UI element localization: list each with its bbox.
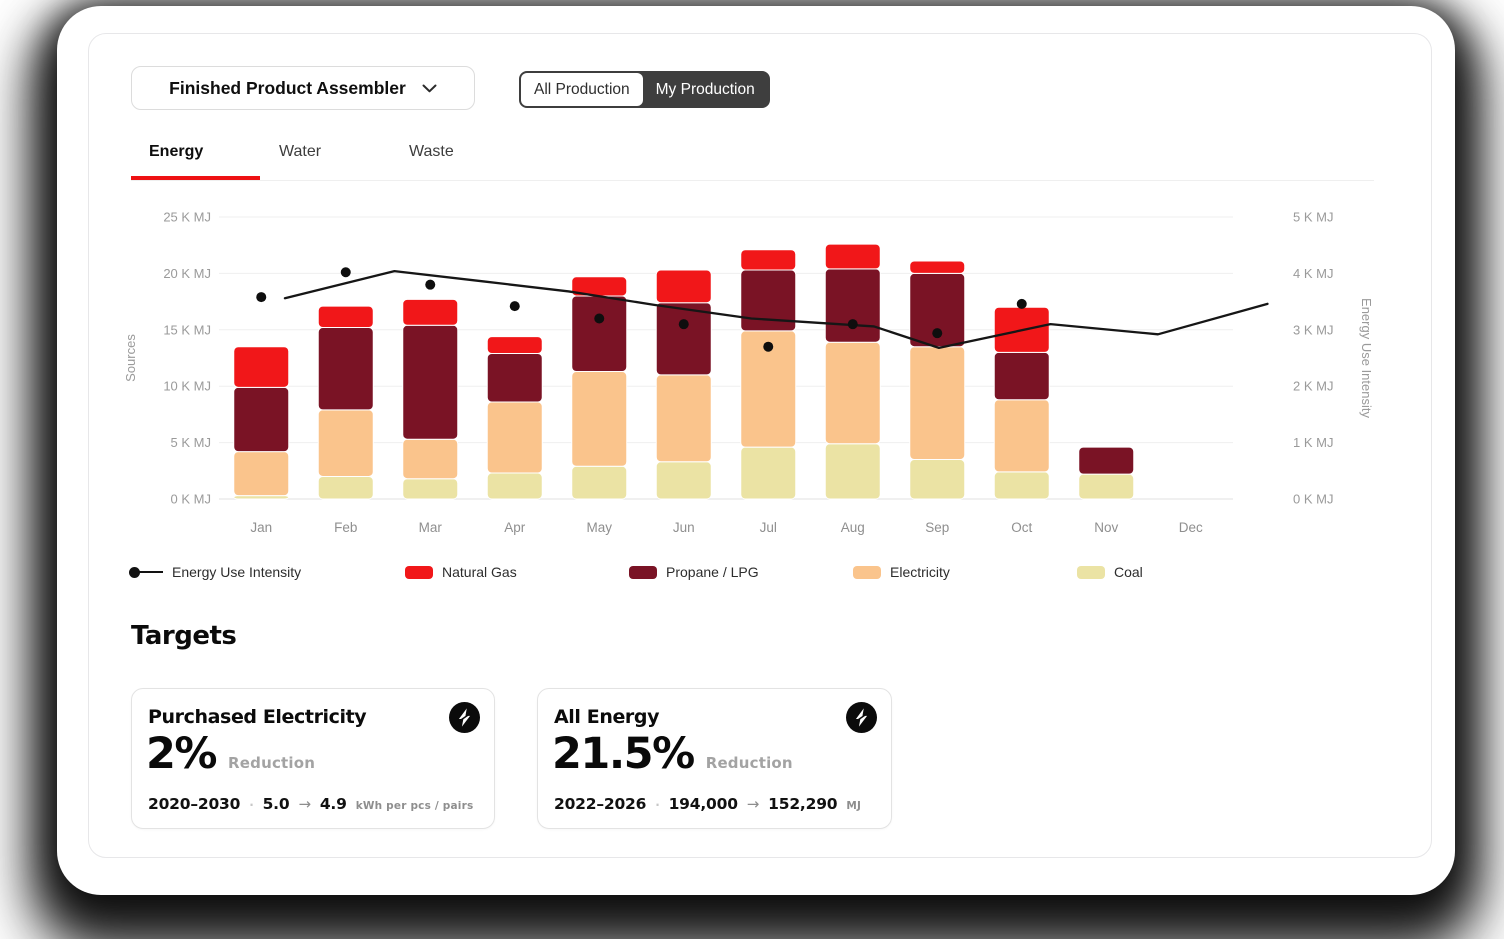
legend-item-electricity[interactable]: Electricity (853, 564, 950, 580)
target-percent: 21.5% (552, 729, 695, 779)
target-to-value: 152,290 (768, 795, 838, 813)
separator-dot: · (655, 798, 660, 812)
target-from-value: 194,000 (668, 795, 738, 813)
svg-text:Oct: Oct (1011, 520, 1032, 535)
target-reduction-label: Reduction (228, 754, 316, 772)
arrow-right-icon: → (298, 795, 311, 813)
svg-text:Energy Use Intensity: Energy Use Intensity (1359, 298, 1374, 418)
target-to-value: 4.9 (319, 795, 347, 813)
tab-water[interactable]: Water (279, 143, 322, 160)
intensity-line-swatch (129, 566, 163, 578)
legend-item-energy-use-intensity[interactable]: Energy Use Intensity (129, 564, 302, 580)
target-reduction-label: Reduction (705, 754, 793, 772)
svg-text:Mar: Mar (419, 520, 443, 535)
legend-item-coal[interactable]: Coal (1077, 564, 1143, 580)
svg-text:Sources: Sources (123, 334, 138, 382)
tabs-divider (131, 180, 1374, 181)
svg-text:10 K MJ: 10 K MJ (163, 379, 211, 394)
dashboard-card: Finished Product Assembler All Productio… (88, 33, 1432, 858)
svg-text:1 K MJ: 1 K MJ (1293, 435, 1333, 450)
natural-gas-swatch (405, 565, 433, 579)
svg-text:Aug: Aug (841, 520, 865, 535)
legend-item-natural-gas[interactable]: Natural Gas (405, 564, 517, 580)
svg-text:Dec: Dec (1179, 520, 1203, 535)
lightning-icon (449, 702, 480, 733)
toggle-option-my-production[interactable]: My Production (642, 73, 768, 106)
svg-text:4 K MJ: 4 K MJ (1293, 266, 1333, 281)
legend-label: Natural Gas (442, 564, 517, 580)
svg-text:Feb: Feb (334, 520, 357, 535)
facility-dropdown[interactable]: Finished Product Assembler (131, 66, 475, 110)
target-from-value: 5.0 (262, 795, 290, 813)
target-card-all-energy: All Energy 21.5% Reduction 2022–2026 · 1… (537, 688, 892, 829)
svg-text:Jun: Jun (673, 520, 695, 535)
svg-text:25 K MJ: 25 K MJ (163, 210, 211, 225)
target-period: 2022–2026 (554, 795, 647, 813)
energy-sources-chart: 0 K MJ 0 K MJ 5 K MJ 1 K MJ 10 K MJ 2 K MJ 15 … (123, 210, 1374, 536)
svg-text:May: May (586, 520, 612, 535)
svg-text:20 K MJ: 20 K MJ (163, 266, 211, 281)
svg-text:15 K MJ: 15 K MJ (163, 322, 211, 337)
separator-dot: · (249, 798, 254, 812)
legend-label: Coal (1114, 564, 1143, 580)
electricity-swatch (853, 565, 881, 579)
svg-text:2 K MJ: 2 K MJ (1293, 379, 1333, 394)
targets-heading: Targets (131, 621, 237, 651)
svg-text:Apr: Apr (504, 520, 526, 535)
lightning-icon (846, 702, 877, 733)
target-card-title: Purchased Electricity (148, 706, 367, 728)
facility-dropdown-label: Finished Product Assembler (169, 77, 406, 98)
tab-energy[interactable]: Energy (149, 143, 204, 160)
tab-waste[interactable]: Waste (409, 143, 454, 160)
svg-text:Jul: Jul (760, 520, 777, 535)
svg-text:0 K MJ: 0 K MJ (171, 492, 211, 507)
production-toggle: All Production My Production (519, 71, 770, 108)
svg-text:Sep: Sep (925, 520, 949, 535)
coal-swatch (1077, 565, 1105, 579)
legend-label: Energy Use Intensity (172, 564, 302, 580)
svg-text:5 K MJ: 5 K MJ (171, 435, 211, 450)
legend-item-propane-lpg[interactable]: Propane / LPG (629, 564, 759, 580)
target-stats-row: 2022–2026 · 194,000 → 152,290 MJ (554, 795, 861, 813)
target-card-purchased-electricity: Purchased Electricity 2% Reduction 2020–… (131, 688, 495, 829)
target-unit: kWh per pcs / pairs (355, 800, 474, 812)
svg-text:Jan: Jan (250, 520, 272, 535)
svg-text:0 K MJ: 0 K MJ (1293, 492, 1333, 507)
arrow-right-icon: → (746, 795, 760, 813)
toggle-option-all-production[interactable]: All Production (521, 73, 643, 106)
target-card-title: All Energy (554, 706, 660, 728)
legend-label: Propane / LPG (666, 564, 759, 580)
svg-text:3 K MJ: 3 K MJ (1293, 322, 1333, 337)
target-period: 2020–2030 (148, 795, 241, 813)
app-window: Finished Product Assembler All Productio… (57, 6, 1455, 895)
target-unit: MJ (846, 800, 862, 812)
target-percent: 2% (146, 729, 218, 779)
propane-lpg-swatch (629, 565, 657, 579)
svg-text:Nov: Nov (1094, 520, 1118, 535)
active-tab-indicator (131, 176, 260, 181)
chevron-down-icon (422, 84, 437, 93)
svg-text:5 K MJ: 5 K MJ (1293, 210, 1333, 225)
target-stats-row: 2020–2030 · 5.0 → 4.9 kWh per pcs / pair… (148, 795, 473, 813)
legend-label: Electricity (890, 564, 950, 580)
